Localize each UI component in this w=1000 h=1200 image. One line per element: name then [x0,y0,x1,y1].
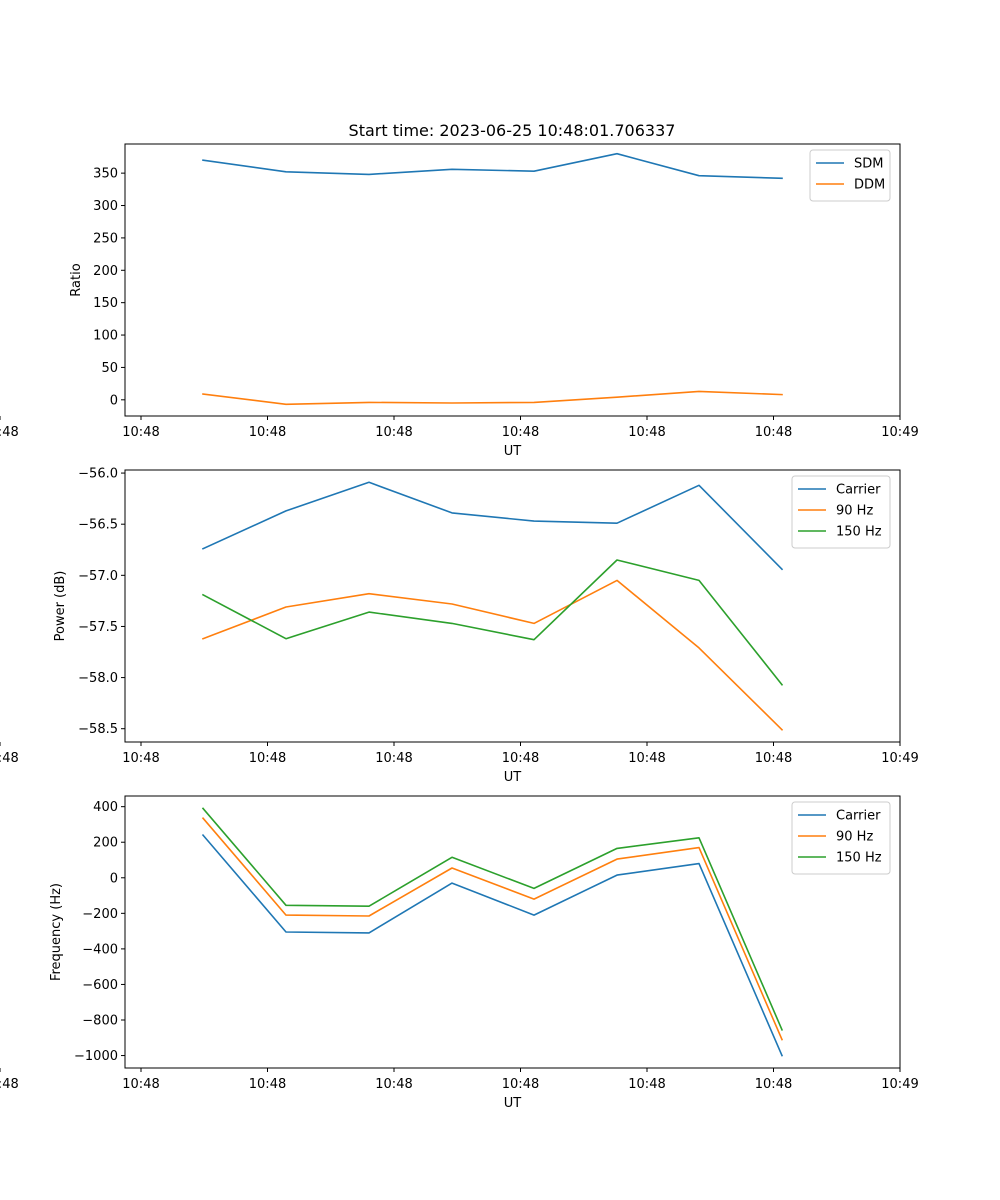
power-y-tick-label: −58.5 [78,722,118,737]
ratio-y-tick-label: 0 [110,393,118,408]
ratio-y-tick-label: 100 [93,329,118,344]
frequency-series-150-hz-line [201,807,784,1031]
ratio-y-tick-label: 250 [93,231,118,246]
frequency-series-90-hz-line [201,817,784,1041]
power-series-90-hz-line [201,579,784,731]
ratio-axes-frame [124,143,901,417]
frequency-x-tick-label: 10:48 [0,1077,19,1092]
power-x-axis-label: UT [504,770,522,785]
frequency-axes-frame [124,795,901,1069]
ratio-x-tick-label: 10:48 [249,425,286,440]
ratio-x-tick-label: 10:48 [375,425,412,440]
ratio-x-tick-label: 10:49 [881,425,918,440]
frequency-y-tick-label: −400 [82,942,118,957]
figure-title: Start time: 2023-06-25 10:48:01.706337 [349,121,676,140]
frequency-x-axis-label: UT [504,1096,522,1111]
ratio-y-axis-label: Ratio [69,263,84,296]
frequency-series-carrier-line [201,833,784,1057]
ratio-x-tick-label: 10:48 [628,425,665,440]
ratio-series-sdm-line [202,152,783,180]
ratio-legend-label-sdm: SDM [854,157,883,172]
frequency-legend-label-90-hz: 90 Hz [836,830,873,845]
power-x-tick-label: 10:48 [755,751,792,766]
ratio-y-tick-label: 350 [93,167,118,182]
power-y-tick-label: −56.5 [78,518,118,533]
power-panel: −56.0 −56.5 −57.0 −57.5 −58.0 −58.5 10:48 10:48… [0,467,919,785]
power-series-carrier-line [201,481,784,571]
frequency-x-tick-label: 10:48 [122,1077,159,1092]
power-x-tick-label: 10:48 [0,751,19,766]
frequency-x-tick-label: 10:48 [249,1077,286,1092]
ratio-y-tick-label: 150 [93,296,118,311]
frequency-x-tick-label: 10:48 [502,1077,539,1092]
ratio-y-tick-label: 300 [93,199,118,214]
power-y-tick-label: −58.0 [78,671,118,686]
frequency-y-tick-label: 400 [93,800,118,815]
ratio-legend-label-ddm: DDM [854,178,885,193]
frequency-x-tick-label: 10:48 [375,1077,412,1092]
frequency-panel: 400 200 0 −200 −400 −600 −800 −1000 10:48 10:48 10… [0,795,919,1111]
ratio-x-tick-label: 10:48 [122,425,159,440]
power-x-tick-label: 10:48 [375,751,412,766]
frequency-x-tick-label: 10:49 [881,1077,918,1092]
ratio-x-tick-label: 10:48 [755,425,792,440]
power-y-axis-label: Power (dB) [53,571,68,642]
power-x-tick-label: 10:48 [502,751,539,766]
power-x-tick-label: 10:48 [249,751,286,766]
frequency-y-tick-label: −1000 [74,1049,118,1064]
power-x-tick-label: 10:49 [881,751,918,766]
ratio-x-axis-label: UT [504,444,522,459]
frequency-legend [791,801,891,875]
frequency-y-tick-label: 0 [110,871,118,886]
frequency-x-tick-label: 10:48 [755,1077,792,1092]
power-x-tick-label: 10:48 [628,751,665,766]
frequency-y-tick-label: 200 [93,836,118,851]
frequency-y-tick-label: −800 [82,1014,118,1029]
ratio-series-ddm-line [202,390,783,406]
ratio-y-tick-label: 200 [93,264,118,279]
power-y-tick-label: −57.5 [78,620,118,635]
power-legend [791,475,891,549]
ratio-x-tick-label: 10:48 [0,425,19,440]
power-y-tick-label: −56.0 [78,467,118,482]
power-legend-label-90-hz: 90 Hz [836,504,873,519]
power-y-tick-label: −57.0 [78,569,118,584]
power-legend-label-150-hz: 150 Hz [836,525,882,540]
frequency-legend-label-150-hz: 150 Hz [836,851,882,866]
frequency-x-tick-label: 10:48 [628,1077,665,1092]
power-x-tick-label: 10:48 [122,751,159,766]
frequency-y-tick-label: −600 [82,978,118,993]
power-axes-frame [124,469,901,743]
ratio-y-tick-label: 50 [101,361,118,376]
frequency-legend-label-carrier: Carrier [836,809,881,824]
power-series-150-hz-line [201,559,784,686]
frequency-y-tick-label: −200 [82,907,118,922]
ratio-x-tick-label: 10:48 [502,425,539,440]
power-legend-label-carrier: Carrier [836,483,881,498]
frequency-y-axis-label: Frequency (Hz) [49,883,64,981]
ratio-panel: 0 50 100 150 200 250 300 350 10:48 10:48 10:48 10:4… [0,143,919,459]
